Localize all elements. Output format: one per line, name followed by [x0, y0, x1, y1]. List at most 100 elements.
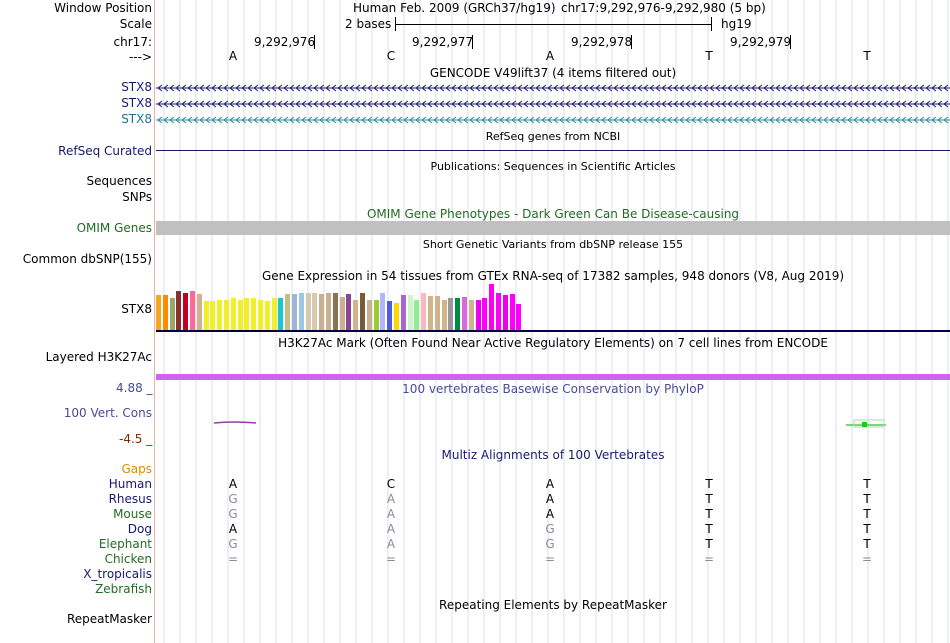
gtex-tissue-bar[interactable]	[238, 300, 243, 330]
gtex-tissue-bar[interactable]	[442, 300, 447, 330]
gtex-tissue-bar[interactable]	[455, 298, 460, 330]
gtex-tissue-bar[interactable]	[204, 301, 209, 330]
repeatmasker-title[interactable]: Repeating Elements by RepeatMasker	[439, 598, 667, 612]
gtex-tissue-bar[interactable]	[482, 298, 487, 330]
gtex-tissue-bar[interactable]	[326, 293, 331, 330]
gtex-tissue-bar[interactable]	[299, 293, 304, 330]
gtex-tissue-bar[interactable]	[190, 291, 195, 330]
gtex-tissue-bar[interactable]	[319, 294, 324, 330]
gencode-title[interactable]: GENCODE V49lift37 (4 items filtered out)	[429, 66, 677, 80]
gtex-tissue-bar[interactable]	[340, 297, 345, 330]
gtex-tissue-bar[interactable]	[244, 298, 249, 330]
gtex-label[interactable]: STX8	[121, 302, 152, 316]
repeatmasker-label[interactable]: RepeatMasker	[66, 612, 152, 626]
gtex-tissue-bar[interactable]	[510, 294, 515, 330]
gtex-tissue-bar[interactable]	[210, 301, 215, 330]
gtex-bar-chart[interactable]	[156, 282, 556, 330]
gtex-tissue-bar[interactable]	[251, 298, 256, 330]
gtex-tissue-bar[interactable]	[224, 300, 229, 330]
gtex-tissue-bar[interactable]	[503, 295, 508, 330]
species-label[interactable]: Human	[108, 477, 152, 491]
gtex-tissue-bar[interactable]	[333, 293, 338, 330]
cons-title[interactable]: 100 vertebrates Basewise Conservation by…	[402, 382, 704, 396]
gtex-tissue-bar[interactable]	[265, 301, 270, 330]
gencode-row-label-3[interactable]: STX8	[121, 112, 152, 126]
snps-label[interactable]: SNPs	[122, 190, 152, 204]
gtex-tissue-bar[interactable]	[170, 298, 175, 330]
gtex-tissue-bar[interactable]	[285, 294, 290, 330]
gtex-tissue-bar[interactable]	[496, 293, 501, 330]
window-position-label: Window Position	[54, 1, 152, 15]
h3k27ac-title[interactable]: H3K27Ac Mark (Often Found Near Active Re…	[278, 336, 828, 350]
alignment-base: A	[545, 507, 555, 521]
gtex-tissue-bar[interactable]	[217, 300, 222, 330]
cons-signal[interactable]	[156, 414, 950, 434]
species-label[interactable]: Dog	[127, 522, 152, 536]
gtex-tissue-bar[interactable]	[462, 297, 467, 330]
gtex-tissue-bar[interactable]	[421, 293, 426, 330]
gtex-tissue-bar[interactable]	[272, 298, 277, 330]
gtex-tissue-bar[interactable]	[183, 293, 188, 330]
h3k27ac-label[interactable]: Layered H3K27Ac	[45, 350, 152, 364]
gtex-tissue-bar[interactable]	[312, 293, 317, 330]
species-label[interactable]: Elephant	[98, 537, 152, 551]
alignment-base: T	[705, 492, 713, 506]
gtex-tissue-bar[interactable]	[156, 295, 161, 330]
species-label[interactable]: Rhesus	[108, 492, 152, 506]
species-label[interactable]: X_tropicalis	[83, 567, 152, 581]
gaps-label[interactable]: Gaps	[121, 462, 152, 476]
publications-title[interactable]: Publications: Sequences in Scientific Ar…	[430, 160, 676, 173]
cons-max-label: 4.88 _	[116, 381, 153, 395]
species-label[interactable]: Mouse	[113, 507, 152, 521]
gtex-tissue-bar[interactable]	[448, 298, 453, 330]
gtex-tissue-bar[interactable]	[360, 293, 365, 330]
gtex-tissue-bar[interactable]	[346, 294, 351, 330]
omim-title[interactable]: OMIM Gene Phenotypes - Dark Green Can Be…	[366, 207, 740, 221]
gtex-tissue-bar[interactable]	[231, 298, 236, 330]
sequences-label[interactable]: Sequences	[86, 174, 152, 188]
gtex-tissue-bar[interactable]	[353, 300, 358, 330]
gtex-tissue-bar[interactable]	[306, 293, 311, 330]
refseq-title[interactable]: RefSeq genes from NCBI	[485, 130, 621, 143]
gtex-tissue-bar[interactable]	[380, 293, 385, 330]
alignment-base: A	[386, 522, 396, 536]
gtex-tissue-bar[interactable]	[176, 291, 181, 330]
gtex-tissue-bar[interactable]	[197, 294, 202, 330]
gtex-tissue-bar[interactable]	[408, 295, 413, 330]
refseq-label[interactable]: RefSeq Curated	[58, 144, 152, 158]
gtex-tissue-bar[interactable]	[258, 300, 263, 330]
gtex-tissue-bar[interactable]	[489, 284, 494, 330]
gencode-row-label-1[interactable]: STX8	[121, 80, 152, 94]
gtex-tissue-bar[interactable]	[469, 300, 474, 330]
gtex-tissue-bar[interactable]	[394, 303, 399, 330]
h3k27ac-signal[interactable]	[156, 374, 950, 380]
reference-base: T	[705, 49, 713, 63]
gtex-tissue-bar[interactable]	[292, 294, 297, 330]
gtex-title[interactable]: Gene Expression in 54 tissues from GTEx …	[261, 269, 845, 283]
refseq-gene-line[interactable]	[156, 150, 950, 151]
species-label[interactable]: Chicken	[104, 552, 152, 566]
gtex-tissue-bar[interactable]	[476, 300, 481, 330]
dbsnp-label[interactable]: Common dbSNP(155)	[22, 252, 152, 266]
gtex-tissue-bar[interactable]	[278, 298, 283, 330]
gencode-transcripts[interactable]	[156, 80, 950, 128]
gtex-tissue-bar[interactable]	[414, 300, 419, 330]
gtex-tissue-bar[interactable]	[435, 296, 440, 330]
cons-label[interactable]: 100 Vert. Cons	[63, 406, 152, 420]
gtex-tissue-bar[interactable]	[516, 304, 521, 330]
dbsnp-title[interactable]: Short Genetic Variants from dbSNP releas…	[422, 238, 684, 251]
omim-phenotype-bar[interactable]	[156, 221, 950, 235]
ruler-position-label: 9,292,976	[254, 35, 316, 49]
gtex-tissue-bar[interactable]	[367, 300, 372, 330]
gtex-tissue-bar[interactable]	[163, 295, 168, 330]
gtex-tissue-bar[interactable]	[428, 296, 433, 330]
gtex-tissue-bar[interactable]	[387, 301, 392, 330]
gtex-tissue-bar[interactable]	[374, 300, 379, 330]
alignment-base: A	[545, 492, 555, 506]
gencode-row-label-2[interactable]: STX8	[121, 96, 152, 110]
omim-label[interactable]: OMIM Genes	[76, 221, 152, 235]
multiz-title[interactable]: Multiz Alignments of 100 Vertebrates	[441, 448, 665, 462]
position-coords[interactable]: chr17:9,292,976-9,292,980 (5 bp)	[561, 1, 766, 15]
gtex-tissue-bar[interactable]	[401, 295, 406, 330]
species-label[interactable]: Zebrafish	[95, 582, 152, 596]
